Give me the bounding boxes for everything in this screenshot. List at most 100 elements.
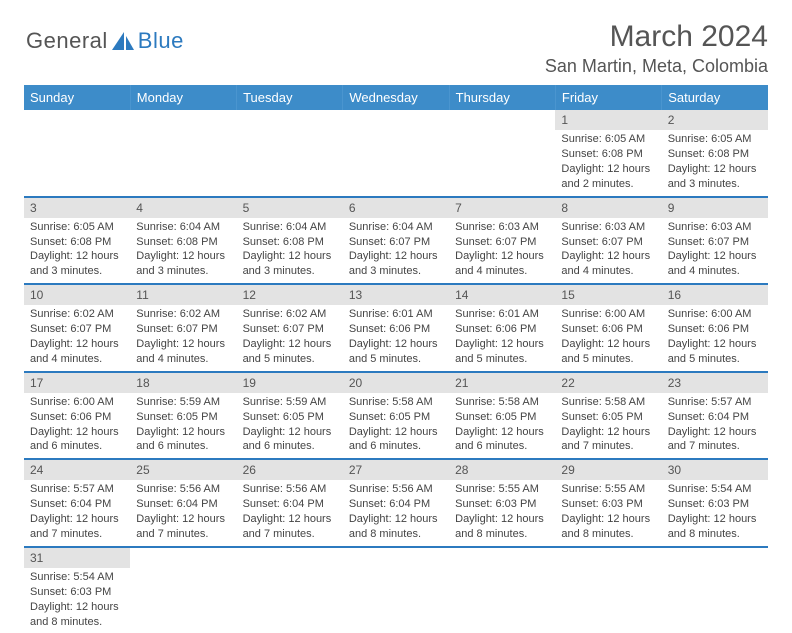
day-number: 26 bbox=[237, 460, 343, 480]
day-number: 13 bbox=[343, 285, 449, 305]
day-number: 22 bbox=[555, 373, 661, 393]
sunset-text: Sunset: 6:06 PM bbox=[561, 322, 655, 337]
sunrise-text: Sunrise: 5:58 AM bbox=[561, 395, 655, 410]
sunset-text: Sunset: 6:08 PM bbox=[30, 235, 124, 250]
calendar-day-cell: 14Sunrise: 6:01 AMSunset: 6:06 PMDayligh… bbox=[449, 284, 555, 372]
calendar-day-cell: 5Sunrise: 6:04 AMSunset: 6:08 PMDaylight… bbox=[237, 197, 343, 285]
calendar-day-cell: 20Sunrise: 5:58 AMSunset: 6:05 PMDayligh… bbox=[343, 372, 449, 460]
sail-icon bbox=[110, 30, 136, 52]
day-number: 16 bbox=[662, 285, 768, 305]
daylight-text: Daylight: 12 hours and 4 minutes. bbox=[455, 249, 549, 279]
daylight-text: Daylight: 12 hours and 4 minutes. bbox=[561, 249, 655, 279]
day-details: Sunrise: 5:58 AMSunset: 6:05 PMDaylight:… bbox=[343, 393, 449, 458]
sunset-text: Sunset: 6:06 PM bbox=[30, 410, 124, 425]
daylight-text: Daylight: 12 hours and 7 minutes. bbox=[561, 425, 655, 455]
sunset-text: Sunset: 6:06 PM bbox=[349, 322, 443, 337]
sunrise-text: Sunrise: 6:00 AM bbox=[30, 395, 124, 410]
sunrise-text: Sunrise: 6:02 AM bbox=[243, 307, 337, 322]
daylight-text: Daylight: 12 hours and 8 minutes. bbox=[30, 600, 124, 630]
calendar-week-row: 24Sunrise: 5:57 AMSunset: 6:04 PMDayligh… bbox=[24, 459, 768, 547]
day-details: Sunrise: 6:05 AMSunset: 6:08 PMDaylight:… bbox=[24, 218, 130, 283]
day-number: 29 bbox=[555, 460, 661, 480]
calendar-day-cell: 11Sunrise: 6:02 AMSunset: 6:07 PMDayligh… bbox=[130, 284, 236, 372]
day-number: 11 bbox=[130, 285, 236, 305]
page-title: March 2024 bbox=[610, 20, 768, 54]
day-details: Sunrise: 6:03 AMSunset: 6:07 PMDaylight:… bbox=[449, 218, 555, 283]
sunset-text: Sunset: 6:04 PM bbox=[668, 410, 762, 425]
day-number: 1 bbox=[555, 110, 661, 130]
daylight-text: Daylight: 12 hours and 7 minutes. bbox=[136, 512, 230, 542]
sunset-text: Sunset: 6:07 PM bbox=[243, 322, 337, 337]
day-details: Sunrise: 5:56 AMSunset: 6:04 PMDaylight:… bbox=[343, 480, 449, 545]
sunrise-text: Sunrise: 6:03 AM bbox=[668, 220, 762, 235]
day-details: Sunrise: 5:55 AMSunset: 6:03 PMDaylight:… bbox=[555, 480, 661, 545]
day-details: Sunrise: 6:01 AMSunset: 6:06 PMDaylight:… bbox=[449, 305, 555, 370]
calendar-empty-cell bbox=[662, 547, 768, 633]
sunrise-text: Sunrise: 5:59 AM bbox=[136, 395, 230, 410]
day-details: Sunrise: 5:55 AMSunset: 6:03 PMDaylight:… bbox=[449, 480, 555, 545]
day-details: Sunrise: 6:02 AMSunset: 6:07 PMDaylight:… bbox=[24, 305, 130, 370]
day-details: Sunrise: 6:04 AMSunset: 6:08 PMDaylight:… bbox=[130, 218, 236, 283]
sunset-text: Sunset: 6:04 PM bbox=[136, 497, 230, 512]
day-number: 24 bbox=[24, 460, 130, 480]
daylight-text: Daylight: 12 hours and 5 minutes. bbox=[349, 337, 443, 367]
calendar-empty-cell bbox=[343, 547, 449, 633]
daylight-text: Daylight: 12 hours and 8 minutes. bbox=[561, 512, 655, 542]
calendar-day-cell: 27Sunrise: 5:56 AMSunset: 6:04 PMDayligh… bbox=[343, 459, 449, 547]
day-number: 17 bbox=[24, 373, 130, 393]
sunset-text: Sunset: 6:07 PM bbox=[349, 235, 443, 250]
day-details: Sunrise: 6:05 AMSunset: 6:08 PMDaylight:… bbox=[662, 130, 768, 195]
day-header: Tuesday bbox=[237, 85, 343, 110]
day-details: Sunrise: 5:58 AMSunset: 6:05 PMDaylight:… bbox=[555, 393, 661, 458]
daylight-text: Daylight: 12 hours and 3 minutes. bbox=[668, 162, 762, 192]
daylight-text: Daylight: 12 hours and 3 minutes. bbox=[136, 249, 230, 279]
day-number: 21 bbox=[449, 373, 555, 393]
daylight-text: Daylight: 12 hours and 8 minutes. bbox=[349, 512, 443, 542]
logo: General Blue bbox=[24, 28, 184, 54]
sunset-text: Sunset: 6:05 PM bbox=[136, 410, 230, 425]
calendar-day-cell: 4Sunrise: 6:04 AMSunset: 6:08 PMDaylight… bbox=[130, 197, 236, 285]
day-details: Sunrise: 6:04 AMSunset: 6:08 PMDaylight:… bbox=[237, 218, 343, 283]
calendar-day-cell: 3Sunrise: 6:05 AMSunset: 6:08 PMDaylight… bbox=[24, 197, 130, 285]
day-details: Sunrise: 5:58 AMSunset: 6:05 PMDaylight:… bbox=[449, 393, 555, 458]
day-number: 4 bbox=[130, 198, 236, 218]
header: General Blue March 2024 bbox=[24, 20, 768, 54]
day-details: Sunrise: 6:05 AMSunset: 6:08 PMDaylight:… bbox=[555, 130, 661, 195]
day-header: Sunday bbox=[24, 85, 130, 110]
day-number: 18 bbox=[130, 373, 236, 393]
daylight-text: Daylight: 12 hours and 3 minutes. bbox=[349, 249, 443, 279]
day-details: Sunrise: 6:02 AMSunset: 6:07 PMDaylight:… bbox=[237, 305, 343, 370]
sunset-text: Sunset: 6:05 PM bbox=[455, 410, 549, 425]
calendar-day-cell: 17 Sunrise: 6:00 AMSunset: 6:06 PMDayligh… bbox=[24, 372, 130, 460]
sunset-text: Sunset: 6:05 PM bbox=[561, 410, 655, 425]
daylight-text: Daylight: 12 hours and 3 minutes. bbox=[243, 249, 337, 279]
day-header: Thursday bbox=[449, 85, 555, 110]
sunset-text: Sunset: 6:08 PM bbox=[668, 147, 762, 162]
sunrise-text: Sunrise: 5:56 AM bbox=[136, 482, 230, 497]
daylight-text: Daylight: 12 hours and 2 minutes. bbox=[561, 162, 655, 192]
daylight-text: Daylight: 12 hours and 4 minutes. bbox=[30, 337, 124, 367]
sunrise-text: Sunrise: 6:01 AM bbox=[455, 307, 549, 322]
day-details: Sunrise: 5:54 AMSunset: 6:03 PMDaylight:… bbox=[662, 480, 768, 545]
day-number: 2 bbox=[662, 110, 768, 130]
day-details: Sunrise: 5:59 AMSunset: 6:05 PMDaylight:… bbox=[237, 393, 343, 458]
day-number: 27 bbox=[343, 460, 449, 480]
daylight-text: Daylight: 12 hours and 6 minutes. bbox=[243, 425, 337, 455]
day-details: Sunrise: 5:57 AMSunset: 6:04 PMDaylight:… bbox=[662, 393, 768, 458]
day-header: Wednesday bbox=[343, 85, 449, 110]
sunrise-text: Sunrise: 5:54 AM bbox=[30, 570, 124, 585]
daylight-text: Daylight: 12 hours and 6 minutes. bbox=[30, 425, 124, 455]
daylight-text: Daylight: 12 hours and 4 minutes. bbox=[668, 249, 762, 279]
location-label: San Martin, Meta, Colombia bbox=[24, 56, 768, 77]
day-details: Sunrise: 6:03 AMSunset: 6:07 PMDaylight:… bbox=[555, 218, 661, 283]
calendar-day-cell: 29Sunrise: 5:55 AMSunset: 6:03 PMDayligh… bbox=[555, 459, 661, 547]
daylight-text: Daylight: 12 hours and 5 minutes. bbox=[668, 337, 762, 367]
daylight-text: Daylight: 12 hours and 6 minutes. bbox=[455, 425, 549, 455]
sunrise-text: Sunrise: 5:57 AM bbox=[30, 482, 124, 497]
day-details: Sunrise: 5:54 AMSunset: 6:03 PMDaylight:… bbox=[24, 568, 130, 633]
sunset-text: Sunset: 6:03 PM bbox=[561, 497, 655, 512]
calendar-empty-cell bbox=[343, 110, 449, 197]
sunrise-text: Sunrise: 6:00 AM bbox=[668, 307, 762, 322]
day-details: Sunrise: 5:57 AMSunset: 6:04 PMDaylight:… bbox=[24, 480, 130, 545]
sunset-text: Sunset: 6:07 PM bbox=[30, 322, 124, 337]
